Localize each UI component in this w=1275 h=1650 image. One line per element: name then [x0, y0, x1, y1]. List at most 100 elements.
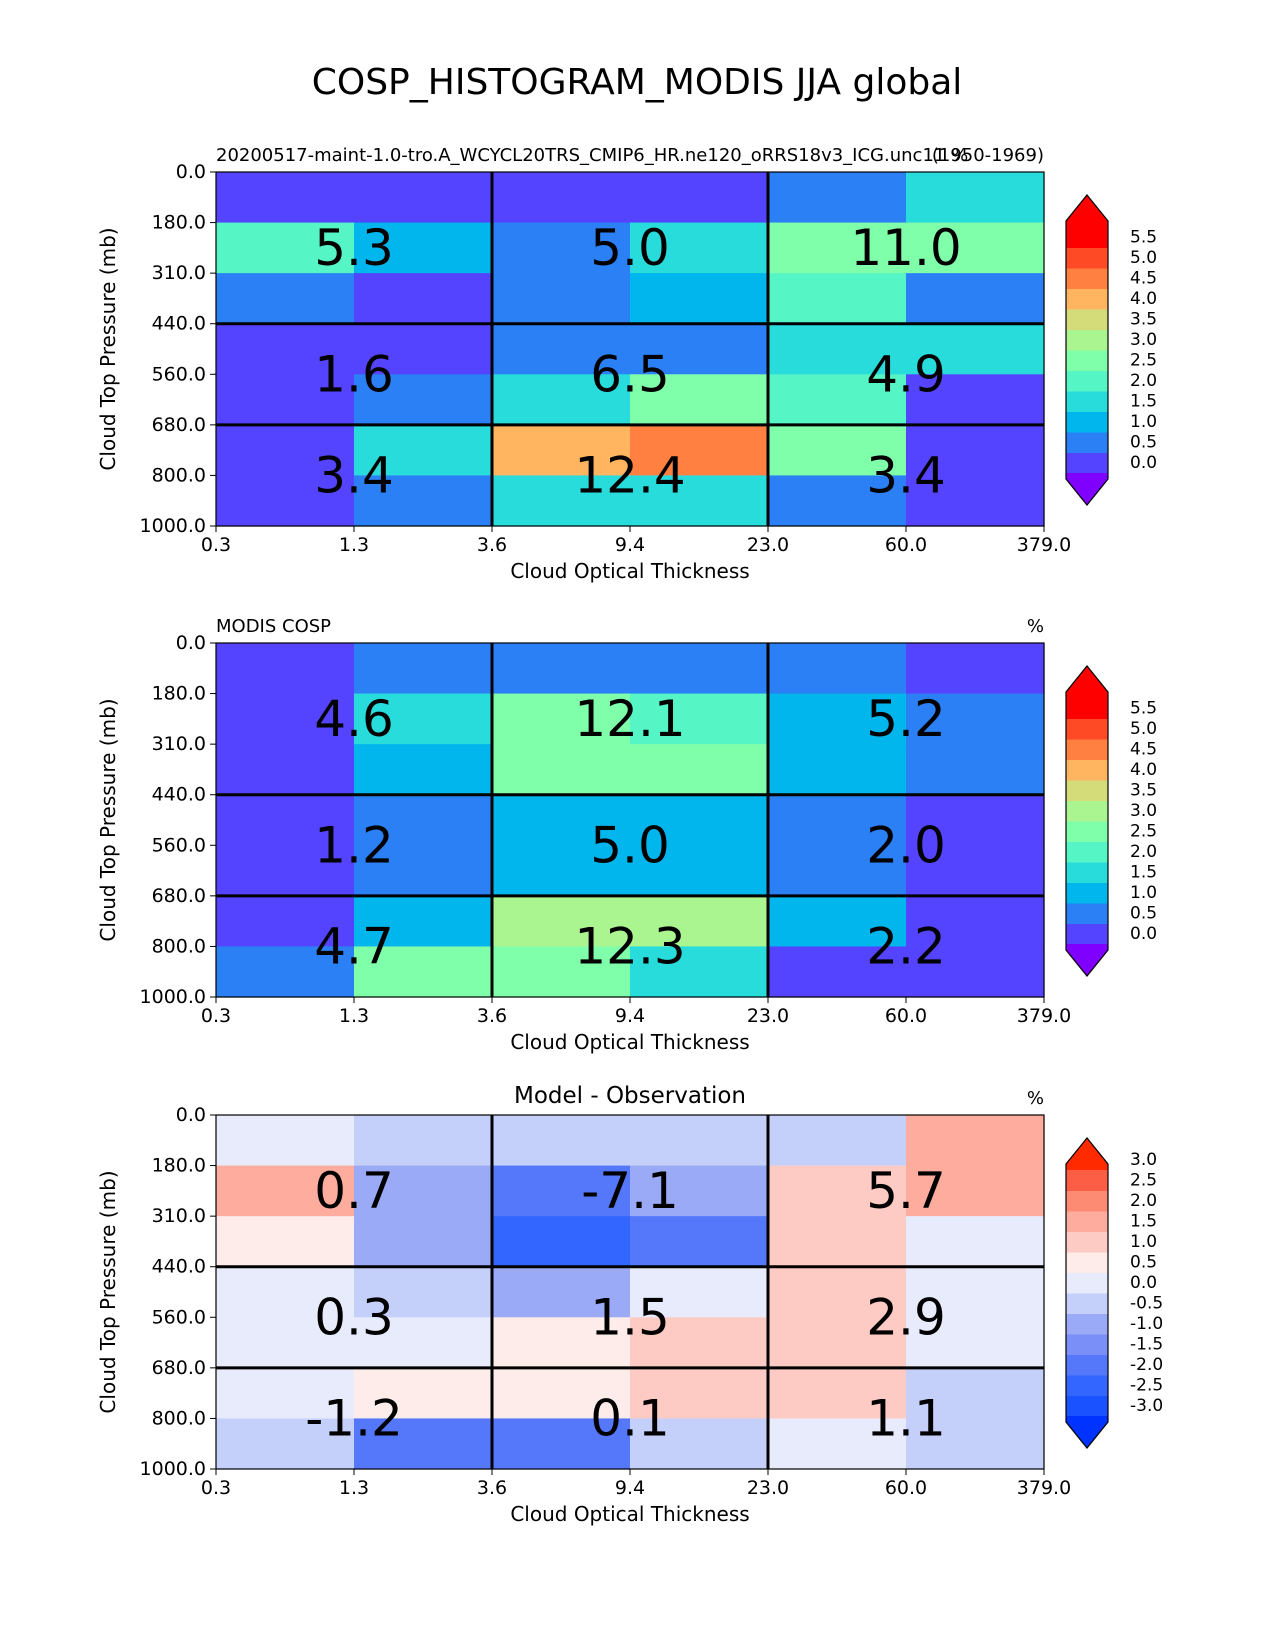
heatmap-cell: [354, 273, 493, 325]
heatmap-cell: [630, 744, 769, 796]
box-value-label: 5.0: [590, 816, 670, 874]
heatmap-cell: [906, 744, 1045, 796]
y-tick-label: 1000.0: [140, 986, 206, 1008]
heatmap-cell: [906, 1418, 1045, 1470]
colorbar-segment: [1066, 1170, 1108, 1191]
heatmap-cell: [768, 845, 907, 897]
heatmap-cell: [492, 1165, 631, 1217]
colorbar-level-label: 1.5: [1130, 391, 1157, 411]
heatmap-panel-1: 5.3 5.0 11.0 1.6 6.5 4.9 3.4 12.4 3.4 0.3 1.3 3.6 9.…: [96, 145, 1157, 583]
colorbar-under-extension: [1066, 473, 1108, 505]
heatmap-cell: [630, 895, 769, 948]
heatmap-cell: [216, 845, 355, 897]
heatmap-cell: [768, 374, 907, 426]
x-tick-label: 9.4: [615, 534, 645, 556]
box-value-label: 12.1: [574, 690, 685, 748]
heatmap-cell: [354, 1216, 493, 1268]
heatmap-cell: [768, 1367, 907, 1420]
y-tick-label: 560.0: [152, 1306, 206, 1328]
heatmap-cell: [216, 1216, 355, 1268]
heatmap-cell: [768, 794, 907, 846]
heatmap-cell: [768, 1317, 907, 1369]
heatmap-cell: [630, 845, 769, 897]
colorbar-segment: [1066, 923, 1108, 945]
box-value-label: 0.1: [590, 1389, 670, 1447]
heatmap-cell: [630, 273, 769, 325]
colorbar-segment: [1066, 780, 1108, 801]
colorbar-segment: [1066, 309, 1108, 330]
heatmap-cell: [354, 946, 493, 998]
colorbar-level-label: 4.5: [1130, 739, 1157, 759]
heatmap-cell: [906, 323, 1045, 375]
box-value-label: 3.4: [314, 446, 394, 504]
heatmap-cell: [492, 424, 631, 477]
heatmap-cell: [768, 1418, 907, 1470]
colorbar-segment: [1066, 1375, 1108, 1396]
x-tick-label: 9.4: [615, 1477, 645, 1499]
colorbar-level-label: 5.0: [1130, 719, 1157, 739]
colorbar-level-label: -2.5: [1130, 1375, 1163, 1395]
heatmap-cell: [354, 172, 493, 224]
heatmap-cell: [630, 693, 769, 745]
y-tick-label: 1000.0: [140, 515, 206, 537]
heatmap-cell: [906, 643, 1045, 695]
panel-title-left: MODIS COSP: [216, 616, 331, 637]
heatmap-cell: [492, 845, 631, 897]
heatmap-cell: [354, 643, 493, 695]
heatmap-cell: [768, 1165, 907, 1217]
colorbar-level-label: 2.0: [1130, 371, 1157, 391]
colorbar-level-label: 3.5: [1130, 780, 1157, 800]
colorbar-segment: [1066, 739, 1108, 760]
box-value-label: -7.1: [581, 1162, 679, 1220]
colorbar-level-label: 2.5: [1130, 821, 1157, 841]
heatmap-cell: [906, 1216, 1045, 1268]
colorbar: 0.00.51.01.52.02.53.03.54.04.55.05.5: [1065, 665, 1157, 977]
colorbar-segment: [1066, 862, 1108, 883]
y-tick-label: 310.0: [152, 1205, 206, 1227]
heatmap-cell: [492, 374, 631, 426]
colorbar-segment: [1066, 1395, 1108, 1417]
heatmap-cell: [630, 1418, 769, 1470]
heatmap-cell: [492, 643, 631, 695]
colorbar-segment: [1066, 1354, 1108, 1376]
heatmap-cell: [216, 374, 355, 426]
y-tick-label: 310.0: [152, 262, 206, 284]
heatmap-cell: [630, 222, 769, 274]
heatmap-cell: [906, 895, 1045, 948]
heatmap-cell: [906, 845, 1045, 897]
heatmap-cell: [354, 744, 493, 796]
box-value-label: 4.6: [314, 690, 394, 748]
y-tick-label: 680.0: [152, 414, 206, 436]
heatmap-cell: [216, 693, 355, 745]
y-axis-label: Cloud Top Pressure (mb): [96, 698, 120, 941]
colorbar-segment: [1066, 821, 1108, 842]
colorbar-outline: [1065, 665, 1109, 977]
heatmap-cell: [768, 323, 907, 375]
colorbar-segment: [1066, 432, 1108, 453]
colorbar-level-label: 1.0: [1130, 412, 1157, 432]
colorbar-level-label: 2.5: [1130, 350, 1157, 370]
colorbar-level-label: 3.0: [1130, 801, 1157, 821]
heatmap-cell: [492, 946, 631, 998]
colorbar-level-label: 0.0: [1130, 453, 1157, 473]
heatmap-cell: [768, 643, 907, 695]
x-tick-label: 3.6: [477, 1477, 507, 1499]
heatmap-cell: [630, 424, 769, 477]
heatmap-cell: [630, 1115, 769, 1167]
colorbar-level-label: 3.0: [1130, 1150, 1157, 1170]
x-tick-label: 1.3: [339, 1477, 369, 1499]
heatmap-cell: [216, 1165, 355, 1217]
colorbar-level-label: -1.5: [1130, 1334, 1163, 1354]
heatmap-cell: [216, 273, 355, 325]
heatmap-cell: [216, 1266, 355, 1318]
heatmap-cell: [492, 895, 631, 948]
colorbar-segment: [1066, 1272, 1108, 1294]
heatmap-cell: [630, 946, 769, 998]
heatmap-cell: [216, 1115, 355, 1167]
heatmap-cell: [768, 1266, 907, 1318]
colorbar-level-label: 0.5: [1130, 432, 1157, 452]
box-value-label: 1.6: [314, 345, 394, 403]
colorbar-segment: [1066, 350, 1108, 371]
colorbar-level-label: 1.0: [1130, 883, 1157, 903]
heatmap-cell: [492, 273, 631, 325]
